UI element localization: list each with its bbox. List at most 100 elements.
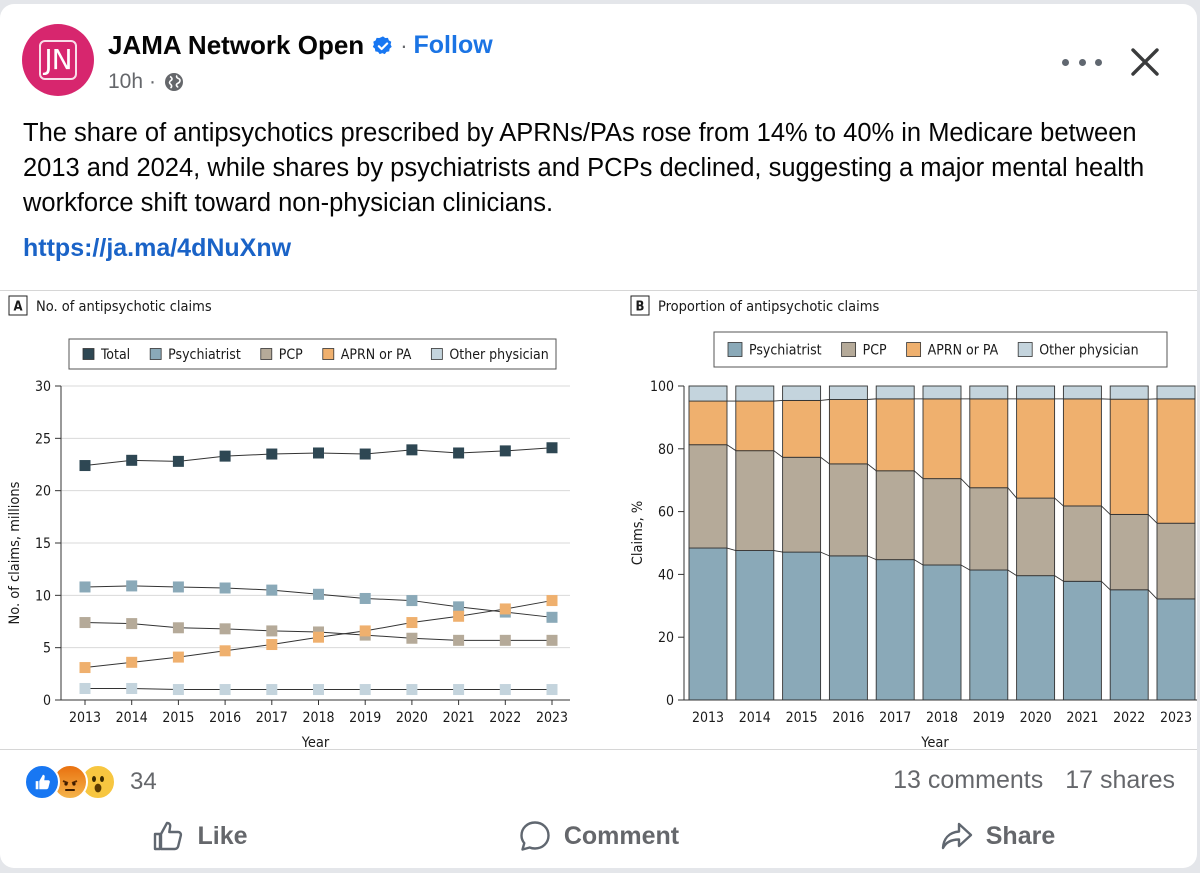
a-point-pcp — [499, 634, 511, 646]
share-arrow-icon — [941, 822, 972, 850]
b-x-axis-label: Year — [920, 735, 949, 749]
b-bar-segment-aprn — [875, 398, 915, 472]
b-bar-segment-psychiatrist — [1062, 580, 1102, 701]
b-connector-psychiatrist — [1054, 575, 1064, 582]
legend-swatch-pcp — [841, 342, 857, 357]
post-timestamp[interactable]: 10h — [108, 70, 144, 93]
a-point-total — [313, 447, 324, 459]
engagement-stats: 13 comments 17 shares — [893, 766, 1175, 795]
b-bar-segment-aprn — [1109, 398, 1149, 515]
post-actions-bar: Like Comment Share — [0, 810, 1197, 862]
like-button[interactable]: Like — [0, 810, 399, 862]
a-point-other — [453, 684, 465, 696]
b-bar-segment-psychiatrist — [688, 547, 728, 701]
b-bar-segment-pcp — [782, 456, 822, 553]
a-point-aprn — [406, 617, 418, 629]
legend-label-pcp: PCP — [279, 347, 303, 363]
b-connector-psychiatrist — [960, 564, 971, 571]
a-point-other — [266, 684, 278, 696]
legend-label-aprn: APRN or PA — [928, 343, 999, 359]
comment-button[interactable]: Comment — [399, 810, 798, 862]
page-name-link[interactable]: JAMA Network Open — [108, 30, 365, 60]
page-avatar[interactable]: JN — [22, 24, 94, 96]
reaction-summary[interactable]: 34 — [24, 764, 157, 800]
b-connector-pcp — [960, 478, 971, 489]
a-x-axis-label: Year — [301, 735, 330, 749]
b-connector-psychiatrist — [773, 550, 783, 553]
b-connector-pcp — [867, 463, 877, 472]
b-bar-segment-pcp — [1016, 497, 1056, 577]
b-x-tick-label: 2016 — [832, 710, 864, 726]
b-bar-segment-psychiatrist — [828, 555, 868, 701]
shares-count-link[interactable]: 17 shares — [1065, 766, 1175, 794]
globe-icon — [165, 73, 184, 91]
b-bar-segment-aprn — [922, 398, 962, 480]
post-header: JAMA Network Open · Follow — [108, 30, 493, 61]
post-link[interactable]: https://ja.ma/4dNuXnw — [23, 234, 292, 262]
b-connector-aprn — [867, 398, 877, 400]
a-point-pcp — [79, 617, 91, 629]
a-point-aprn — [79, 662, 91, 674]
a-y-tick-label: 30 — [35, 379, 51, 395]
follow-button[interactable]: Follow — [413, 31, 493, 59]
b-bar-segment-other — [828, 385, 868, 400]
a-point-other — [172, 684, 184, 696]
a-x-tick-label: 2014 — [116, 710, 148, 726]
post-figure-image[interactable]: A No. of antipsychotic claims Total Psychia… — [0, 290, 1197, 750]
comments-count-link[interactable]: 13 comments — [893, 766, 1044, 794]
legend-box — [713, 331, 1168, 368]
a-x-tick-label: 2023 — [536, 710, 568, 726]
b-bar-segment-aprn — [735, 400, 775, 452]
b-bar-segment-other — [922, 385, 962, 400]
timestamp-separator: · — [149, 70, 157, 93]
share-button[interactable]: Share — [798, 810, 1197, 862]
header-separator: · — [400, 32, 408, 58]
legend-label-other: Other physician — [1039, 343, 1138, 359]
a-y-tick-label: 5 — [43, 641, 51, 657]
a-point-pcp — [126, 618, 138, 630]
a-point-total — [499, 445, 511, 457]
b-bar-segment-other — [1062, 385, 1102, 400]
a-point-psychiatrist — [453, 601, 465, 613]
legend-swatch-other — [430, 348, 443, 360]
b-connector-pcp — [1101, 505, 1111, 515]
b-bar-segment-other — [735, 385, 775, 402]
a-point-other — [313, 684, 324, 696]
b-bar-segment-other — [1109, 385, 1149, 400]
a-y-tick-label: 10 — [35, 588, 51, 604]
b-bar-segment-pcp — [922, 478, 962, 566]
b-bar-segment-psychiatrist — [782, 551, 822, 701]
a-point-total — [453, 447, 465, 459]
b-x-tick-label: 2018 — [926, 710, 958, 726]
b-x-tick-label: 2014 — [739, 710, 771, 726]
b-connector-pcp — [1007, 487, 1017, 499]
b-bar-segment-psychiatrist — [1156, 598, 1196, 701]
post-card: JN JAMA Network Open · Follow 10h · The … — [0, 4, 1197, 868]
b-connector-pcp — [820, 456, 830, 465]
b-connector-pcp — [773, 450, 783, 458]
a-point-aprn — [172, 651, 184, 663]
panel-letter-box — [630, 295, 650, 316]
a-point-total — [406, 444, 418, 456]
close-icon[interactable] — [1125, 42, 1165, 82]
a-x-tick-label: 2022 — [489, 710, 521, 726]
a-point-pcp — [546, 634, 558, 646]
b-connector-psychiatrist — [1147, 589, 1158, 600]
b-bar-segment-psychiatrist — [875, 559, 915, 701]
b-bar-segment-psychiatrist — [735, 550, 775, 701]
a-x-tick-label: 2016 — [209, 710, 241, 726]
angry-reaction-icon — [52, 764, 88, 800]
a-x-tick-label: 2021 — [443, 710, 475, 726]
b-bar-segment-aprn — [1156, 398, 1196, 524]
b-y-tick-label: 80 — [658, 442, 674, 458]
b-x-tick-label: 2022 — [1113, 710, 1145, 726]
a-point-aprn — [546, 595, 558, 607]
b-x-tick-label: 2023 — [1160, 710, 1192, 726]
more-options-icon[interactable] — [1062, 48, 1102, 76]
b-bar-segment-pcp — [969, 487, 1009, 571]
a-x-tick-label: 2017 — [256, 710, 288, 726]
b-bar-segment-aprn — [1062, 398, 1102, 507]
a-point-psychiatrist — [359, 592, 371, 604]
a-point-total — [126, 454, 138, 466]
legend-label-pcp: PCP — [863, 343, 887, 359]
